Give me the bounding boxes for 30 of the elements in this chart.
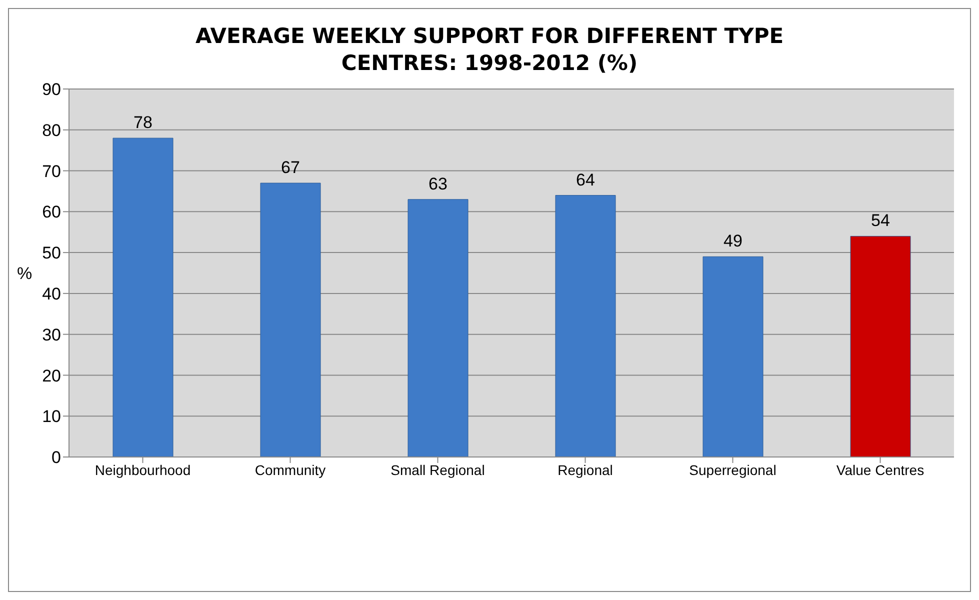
data-label: 63 — [428, 174, 448, 194]
y-tick-label: 50 — [42, 244, 61, 263]
bar — [555, 195, 616, 457]
x-tick-label: Value Centres — [836, 462, 924, 478]
y-tick-label: 30 — [42, 325, 61, 344]
x-tick-label: Superregional — [689, 462, 776, 478]
y-tick-label: 70 — [42, 162, 61, 181]
y-tick-label: 10 — [42, 407, 61, 426]
y-tick-label: 90 — [42, 80, 61, 100]
bar — [408, 199, 468, 457]
x-tick-label: Neighbourhood — [94, 462, 191, 478]
x-tick-label: Community — [254, 462, 326, 478]
x-tick-label: Small Regional — [390, 462, 485, 478]
chart-title: AVERAGE WEEKLY SUPPORT FOR DIFFERENT TYPE CENTRES: 1998-2012 (%) — [194, 23, 785, 77]
y-tick-label: 0 — [52, 448, 61, 468]
bar — [260, 182, 321, 457]
bar — [112, 138, 174, 457]
bar — [850, 236, 911, 457]
y-tick-label: 20 — [42, 366, 61, 386]
data-label: 64 — [576, 170, 595, 190]
data-label: 67 — [281, 158, 300, 178]
y-axis-title: % — [17, 264, 32, 284]
y-tick-label: 40 — [42, 284, 61, 304]
bar — [702, 256, 764, 457]
y-tick-label: 80 — [42, 120, 61, 140]
data-label: 54 — [871, 211, 890, 230]
data-label: 78 — [134, 113, 152, 132]
y-tick-label: 60 — [42, 202, 61, 222]
data-label: 49 — [724, 232, 742, 251]
x-tick-label: Regional — [558, 462, 613, 478]
